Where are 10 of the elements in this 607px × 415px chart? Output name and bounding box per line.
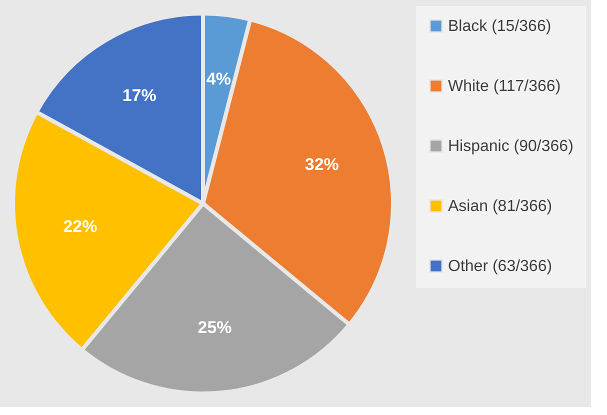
legend-label: Asian (81/366) [448, 198, 552, 215]
data-label: 4% [206, 69, 231, 88]
legend-label: White (117/366) [448, 78, 561, 95]
data-label: 25% [198, 318, 232, 337]
data-label: 32% [304, 154, 339, 174]
legend-label: Black (15/366) [448, 18, 552, 35]
legend-label: Hispanic (90/366) [448, 138, 574, 155]
data-label: 17% [122, 86, 156, 105]
data-label: 22% [63, 216, 98, 236]
legend-label: Other (63/366) [448, 258, 552, 275]
